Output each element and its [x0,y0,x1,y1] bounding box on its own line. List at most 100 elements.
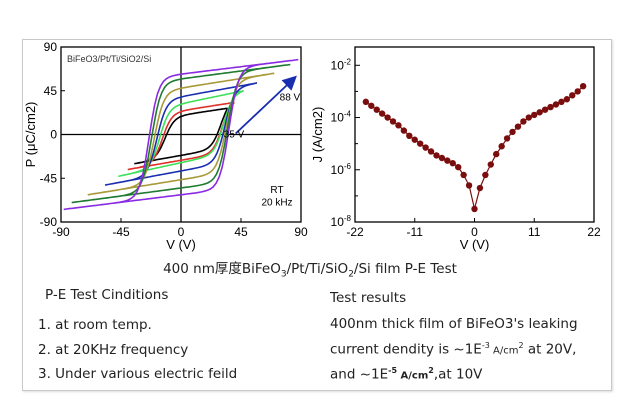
pe-loop-57v [104,82,258,186]
results-text: ,at 10V [433,366,483,383]
y-tick-label: 10-6 [331,162,352,177]
data-point [569,92,576,99]
results-title: Test results [330,290,407,306]
pe-loop-47v [118,90,244,178]
x-axis-label: V (V) [166,237,196,252]
annotation-88v: 88 V [280,92,301,103]
caption-part: /Pt/Ti/SiO [286,261,349,277]
x-tick-label: 22 [587,225,601,239]
pe-loop-35v [134,107,229,165]
results-line: 400nm thick film of BiFeO3's leaking [330,316,578,332]
x-tick-label: -22 [346,225,364,239]
voltage-arrow [235,75,297,135]
x-tick-label: 0 [178,225,185,239]
pe-loop-70v [87,72,275,196]
pe-loop-40v [127,101,235,171]
y-tick-label: 10-4 [331,110,352,125]
x-tick-label: -11 [407,225,424,239]
results-exp: -3 [481,341,490,350]
data-point [471,205,478,213]
data-point [384,114,391,121]
results-line: current dendity is ~1E-3 A/cm2 at 20V, [330,341,576,358]
annotation-rt: RT [270,185,283,196]
plot-area [354,46,595,223]
x-tick-label: 45 [234,225,248,239]
annotation-freq: 20 kHz [261,197,292,208]
data-point [493,150,500,158]
data-point [531,111,538,119]
data-point [536,109,543,116]
results-unit: A/cm [397,370,429,382]
x-tick-label: 90 [294,225,308,239]
data-point [579,82,587,90]
data-point [503,135,511,142]
data-point [362,98,370,106]
data-point [406,132,413,140]
conditions-title: P-E Test Cinditions [45,287,169,303]
annotation-35v: 35 V [224,129,245,140]
data-point [482,171,489,179]
caption-sub: 3 [280,269,287,280]
results-exp: 2 [428,366,434,375]
data-point [476,184,484,192]
y-tick-label: -45 [40,171,58,185]
data-point [438,154,446,162]
results-text: at 20V, [523,341,577,358]
results-text: current dendity is ~1E [330,341,482,358]
caption-sub: 2 [348,269,354,280]
data-point [541,106,549,113]
data-point [487,161,494,168]
y-axis-label: J (A/cm2) [310,107,325,163]
results-exp: -5 [388,366,398,375]
caption-part: 400 nm厚度BiFeO [163,261,281,277]
data-point [547,103,554,111]
data-point [433,152,440,159]
data-point [416,140,424,147]
data-point [368,102,375,109]
y-tick-label: -90 [40,215,58,229]
data-point [395,122,402,129]
data-point [514,123,522,130]
condition-item: 3. Under various electric feild [38,366,238,382]
data-point [444,157,451,164]
data-point [558,98,565,106]
data-point [525,114,533,121]
y-tick-label: 10-2 [331,57,352,72]
condition-item: 1. at room temp. [38,317,152,333]
sample-label: BiFeO3/Pt/Ti/SiO2/Si [67,54,151,64]
pe-loop-82v [71,63,291,204]
data-point [509,128,516,136]
data-point [411,136,418,143]
data-point [427,148,435,155]
figure-caption: 400 nm厚度BiFeO3/Pt/Ti/SiO2/Si film P-E Te… [0,257,620,280]
x-tick-label: -45 [112,225,130,239]
y-tick-label: 90 [44,40,58,54]
data-point [373,106,380,113]
data-point [563,96,571,103]
pe-loop-88v [63,58,299,211]
x-axis-label: V (V) [460,237,490,252]
data-point [520,118,527,125]
data-point [574,88,581,95]
caption-part: /Si film P-E Test [353,261,457,277]
x-tick-label: 0 [471,225,478,239]
results-line: and ~1E-5 A/cm2,at 10V [330,366,482,383]
data-point [378,110,386,117]
results-text: and ~1E [330,366,389,383]
results-exp: 2 [518,341,524,350]
data-point [460,171,467,179]
results-unit: A/cm [489,345,519,357]
y-axis-label: P (μC/cm2) [23,102,38,168]
data-point [552,101,560,108]
figure-frame [22,39,612,391]
x-tick-label: 11 [528,225,541,239]
y-tick-label: 0 [50,128,57,142]
data-point [400,127,408,134]
data-point [389,118,397,125]
x-tick-label: -90 [52,225,70,239]
data-point [422,144,429,151]
y-tick-label: 45 [44,84,58,98]
